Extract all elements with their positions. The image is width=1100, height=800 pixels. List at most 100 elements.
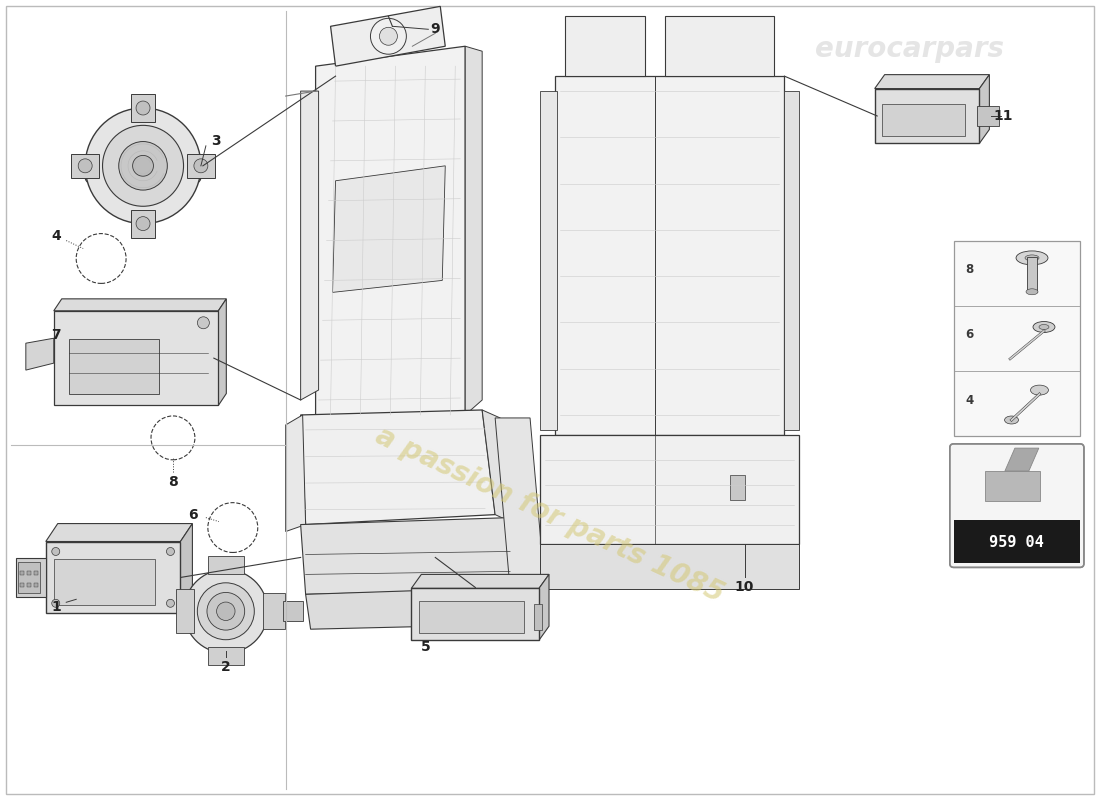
Circle shape [119,142,167,190]
Circle shape [102,126,184,206]
Circle shape [194,159,208,173]
Ellipse shape [1033,322,1055,333]
Bar [20,571,24,575]
Bar [46,542,180,614]
Bar [729,474,745,500]
Polygon shape [25,338,54,370]
Text: 8: 8 [168,474,178,489]
Bar [984,471,1040,501]
Polygon shape [131,210,155,238]
Ellipse shape [1004,416,1019,424]
Bar [208,557,244,574]
Bar [68,338,160,394]
Text: 10: 10 [735,580,755,594]
Circle shape [166,599,175,607]
Polygon shape [540,545,800,590]
Bar [954,519,1080,563]
Circle shape [184,570,267,653]
Polygon shape [331,6,446,66]
Text: 8: 8 [966,263,974,276]
Circle shape [166,547,175,555]
Circle shape [85,108,201,224]
Ellipse shape [1040,325,1049,330]
Polygon shape [180,523,192,614]
Polygon shape [1005,448,1038,471]
Text: 7: 7 [52,328,62,342]
Circle shape [52,599,59,607]
Text: eurocarpars: eurocarpars [815,35,1003,63]
Text: 4: 4 [52,229,62,242]
Text: 5: 5 [420,640,430,654]
FancyBboxPatch shape [949,444,1084,567]
Circle shape [197,317,209,329]
Polygon shape [46,523,192,542]
Polygon shape [131,94,155,122]
Circle shape [52,547,59,555]
Bar [1027,257,1037,292]
Text: 2: 2 [221,660,231,674]
Bar [176,590,194,633]
Polygon shape [495,418,544,590]
Circle shape [371,18,406,54]
Text: 3: 3 [211,134,220,148]
Polygon shape [54,299,227,311]
Bar [419,601,524,633]
Text: 11: 11 [994,109,1013,123]
Text: 6: 6 [966,329,974,342]
Bar [34,583,37,587]
Ellipse shape [85,162,201,194]
Polygon shape [316,46,465,435]
Polygon shape [306,587,520,630]
Circle shape [217,602,235,621]
Polygon shape [465,46,482,415]
Ellipse shape [1031,385,1048,395]
Text: 4: 4 [966,394,974,406]
Polygon shape [187,154,214,178]
Bar [978,106,1000,126]
Ellipse shape [1025,255,1040,261]
Bar [54,558,155,606]
Polygon shape [411,574,549,588]
Ellipse shape [1016,251,1048,265]
Text: a passion for parts 1085: a passion for parts 1085 [372,422,728,608]
Bar [26,571,31,575]
Polygon shape [539,574,549,640]
Text: 959 04: 959 04 [990,535,1044,550]
Bar [411,588,539,640]
Bar [54,311,218,406]
Polygon shape [300,91,319,400]
Circle shape [207,593,244,630]
Polygon shape [482,410,510,522]
Polygon shape [300,518,515,594]
Bar [874,89,979,143]
Polygon shape [874,74,989,89]
Bar [26,583,31,587]
Polygon shape [332,166,446,292]
Polygon shape [784,91,800,430]
Text: 9: 9 [430,22,440,36]
Polygon shape [565,16,645,76]
Text: 1: 1 [52,600,62,614]
Polygon shape [218,299,227,406]
Bar [263,594,285,630]
Circle shape [379,27,397,46]
Text: 6: 6 [188,508,198,522]
Circle shape [78,159,92,173]
Polygon shape [540,435,800,545]
Polygon shape [540,91,557,430]
Bar [20,583,24,587]
Bar [208,647,244,665]
Polygon shape [979,74,989,143]
Circle shape [197,583,254,640]
Bar [283,602,302,622]
Bar [34,571,37,575]
Bar [882,103,966,137]
Circle shape [136,101,150,115]
Bar [15,558,46,597]
Bar [18,562,40,593]
Bar [954,241,1080,436]
Polygon shape [664,16,774,76]
Ellipse shape [1026,289,1038,294]
Polygon shape [286,415,306,531]
Polygon shape [300,410,495,525]
